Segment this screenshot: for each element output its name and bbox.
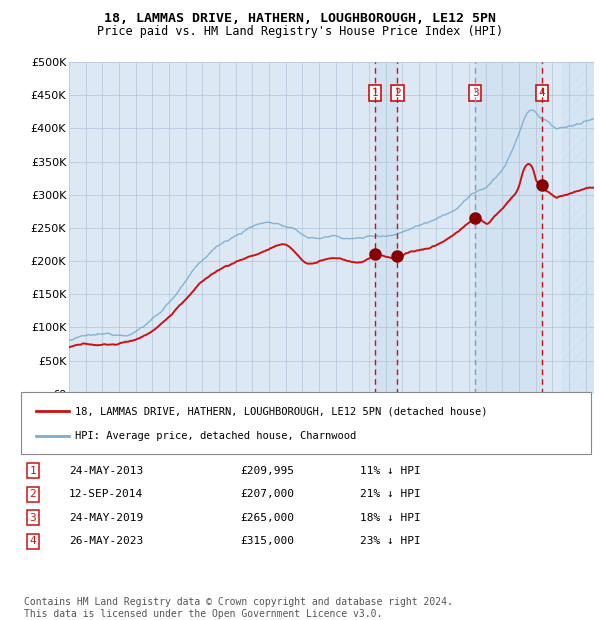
Text: 11% ↓ HPI: 11% ↓ HPI [360,466,421,476]
Text: £265,000: £265,000 [240,513,294,523]
Text: £315,000: £315,000 [240,536,294,546]
Text: Contains HM Land Registry data © Crown copyright and database right 2024.
This d: Contains HM Land Registry data © Crown c… [24,597,453,619]
Text: 3: 3 [472,88,479,98]
Text: Price paid vs. HM Land Registry's House Price Index (HPI): Price paid vs. HM Land Registry's House … [97,25,503,38]
Text: 18, LAMMAS DRIVE, HATHERN, LOUGHBOROUGH, LE12 5PN: 18, LAMMAS DRIVE, HATHERN, LOUGHBOROUGH,… [104,12,496,25]
Text: £209,995: £209,995 [240,466,294,476]
Text: 18% ↓ HPI: 18% ↓ HPI [360,513,421,523]
Bar [562,62,594,394]
Text: 24-MAY-2019: 24-MAY-2019 [69,513,143,523]
Text: HPI: Average price, detached house, Charnwood: HPI: Average price, detached house, Char… [75,431,356,441]
Text: 1: 1 [372,88,379,98]
Text: 12-SEP-2014: 12-SEP-2014 [69,489,143,499]
Text: 2: 2 [29,489,37,499]
Text: 3: 3 [29,513,37,523]
Text: 2: 2 [394,88,401,98]
Text: 21% ↓ HPI: 21% ↓ HPI [360,489,421,499]
Text: 4: 4 [29,536,37,546]
Bar [376,62,397,394]
Text: 23% ↓ HPI: 23% ↓ HPI [360,536,421,546]
Bar [475,62,542,394]
Text: 26-MAY-2023: 26-MAY-2023 [69,536,143,546]
Text: 24-MAY-2013: 24-MAY-2013 [69,466,143,476]
Text: 18, LAMMAS DRIVE, HATHERN, LOUGHBOROUGH, LE12 5PN (detached house): 18, LAMMAS DRIVE, HATHERN, LOUGHBOROUGH,… [75,406,487,416]
Text: 1: 1 [29,466,37,476]
Text: £207,000: £207,000 [240,489,294,499]
Text: 4: 4 [539,88,545,98]
